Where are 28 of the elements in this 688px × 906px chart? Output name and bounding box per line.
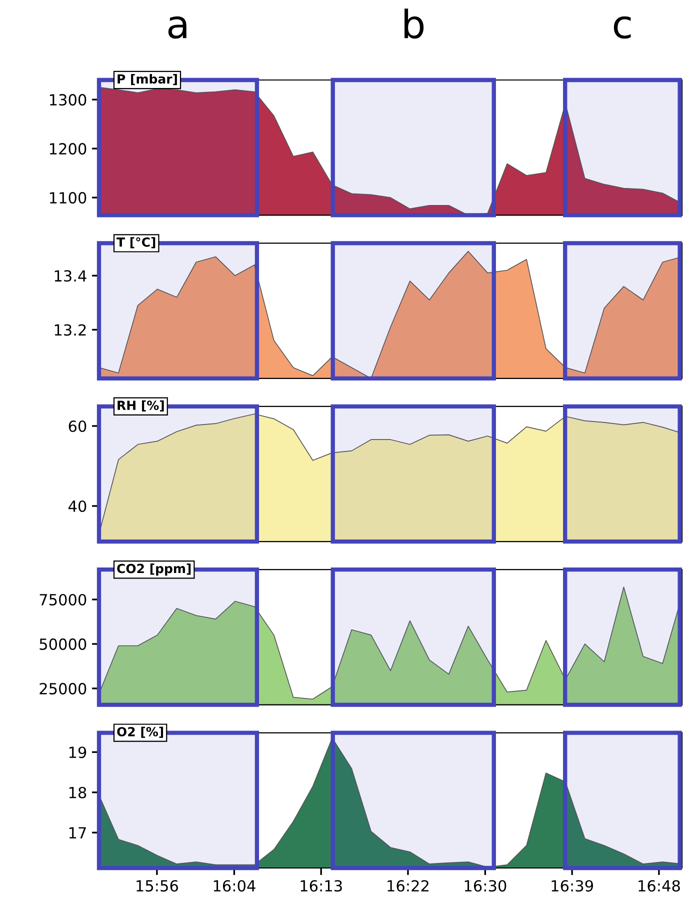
y-tick-label: 40 [68,500,86,512]
y-tick-label: 75000 [40,594,86,606]
x-tick-label: 16:48 [638,880,680,892]
y-tick-label: 1300 [50,94,86,106]
y-tick-label: 1100 [50,192,86,204]
y-tick-label: 19 [69,746,86,758]
chart-title: RH [%] [118,400,164,412]
chart-title: O2 [%] [117,726,164,738]
x-tick-label: 16:30 [464,880,506,892]
y-tick-label: 50000 [40,638,86,650]
x-tick-label: 16:39 [552,880,593,892]
x-tick-label: 16:04 [214,880,256,892]
band-label: b [404,8,424,39]
band-label: a [168,16,186,39]
chart-title: P [mbar] [118,74,177,86]
band-label: c [614,16,631,39]
y-tick-label: 25000 [40,682,86,694]
chart-title: CO2 [ppm] [117,564,191,576]
x-tick-label: 16:13 [300,880,342,892]
x-tick-label: 16:22 [388,880,428,892]
y-tick-label: 17 [69,827,86,838]
chart-title: T [°C] [116,237,156,248]
x-tick-label: 15:56 [136,880,178,892]
y-tick-label: 13.4 [54,270,86,282]
y-tick-label: 1200 [50,143,86,155]
y-tick-label: 60 [68,420,86,432]
y-tick-label: 18 [69,786,86,798]
y-tick-label: 13.2 [54,324,86,336]
